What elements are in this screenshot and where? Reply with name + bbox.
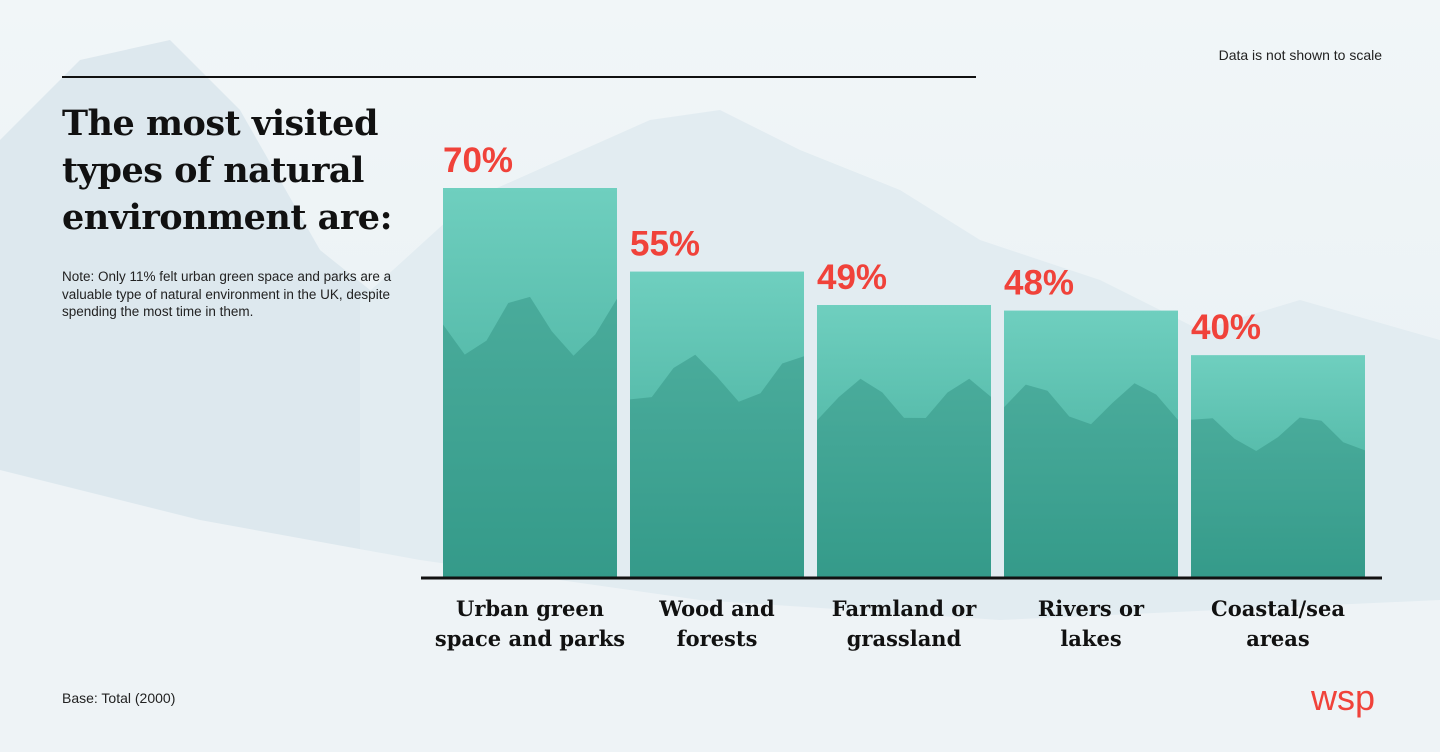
bar-farmland-photo xyxy=(817,305,991,578)
category-label: lakes xyxy=(1060,626,1121,651)
bar-urban-park-photo xyxy=(443,188,617,578)
chart-note: Note: Only 11% felt urban green space an… xyxy=(62,269,392,319)
bar-scene xyxy=(630,354,804,578)
category-label: Rivers or xyxy=(1038,596,1145,621)
title-line: The most visited xyxy=(62,103,378,144)
bar-scene xyxy=(817,378,991,578)
data-label: 55% xyxy=(630,225,700,264)
category-label: areas xyxy=(1246,626,1309,651)
scale-note: Data is not shown to scale xyxy=(1218,47,1382,63)
bar-coastal-lighthouse-photo xyxy=(1191,355,1365,578)
data-label: 49% xyxy=(817,258,887,297)
data-label: 48% xyxy=(1004,264,1074,303)
base-note: Base: Total (2000) xyxy=(62,690,176,706)
title-line: environment are: xyxy=(62,197,393,238)
logo-text: wsp xyxy=(1310,677,1375,718)
chart-title: The most visited types of natural enviro… xyxy=(62,100,402,241)
bar-forest-photo xyxy=(630,271,804,578)
data-label: 40% xyxy=(1191,308,1261,347)
data-label: 70% xyxy=(443,141,513,180)
category-label: forests xyxy=(677,626,758,651)
category-label: Coastal/sea xyxy=(1211,596,1345,621)
category-label: Wood and xyxy=(658,596,775,621)
bar-scene xyxy=(443,296,617,578)
category-label: grassland xyxy=(847,626,962,651)
bar-scene xyxy=(1004,383,1178,578)
wsp-logo: wsp xyxy=(1310,677,1375,718)
category-label: Urban green xyxy=(456,596,604,621)
top-divider xyxy=(62,76,976,78)
category-label: Farmland or xyxy=(832,596,978,621)
bar-river-lake-photo xyxy=(1004,310,1178,578)
title-line: types of natural xyxy=(62,150,364,191)
category-label: space and parks xyxy=(435,626,625,651)
bar-scene xyxy=(1191,417,1365,578)
